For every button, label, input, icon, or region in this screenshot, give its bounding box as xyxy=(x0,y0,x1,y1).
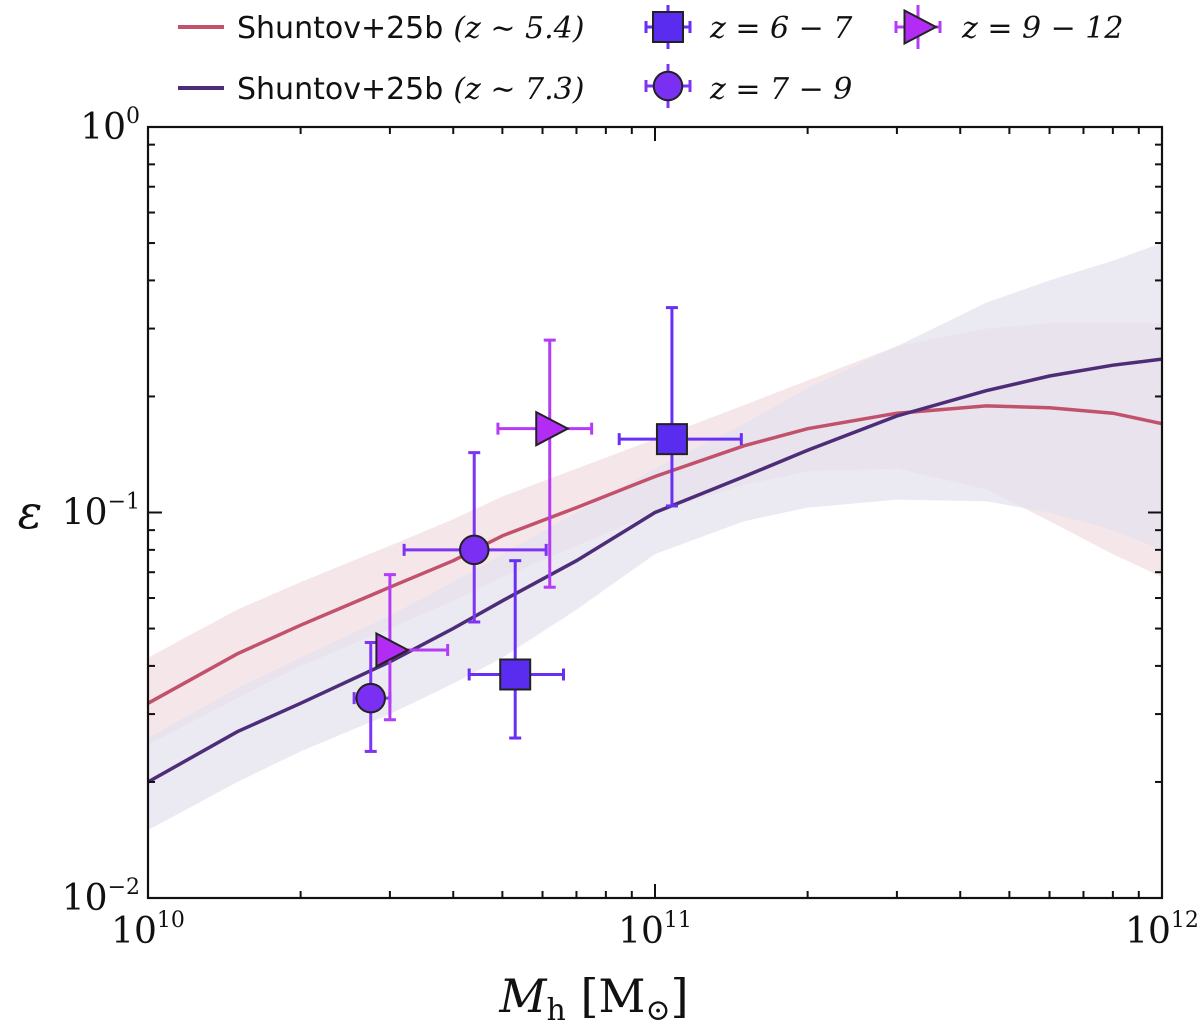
data-point-triangle-right-2 xyxy=(375,631,411,669)
legend: Shuntov+25b (z ∼ 5.4) Shuntov+25b (z ∼ 7.3… xyxy=(178,5,1123,108)
data-point-circle-2 xyxy=(355,682,386,714)
tick-labels: 1010 1011 1012 10−2 10−1 100 xyxy=(62,104,1199,952)
legend-label-z73: Shuntov+25b (z ∼ 7.3) xyxy=(237,72,584,107)
data-point-square-1 xyxy=(655,423,688,456)
model-lines xyxy=(148,357,1162,784)
legend-label-z79: z = 7 − 9 xyxy=(709,72,852,107)
errorbar-square-2 xyxy=(467,559,566,740)
data-point-square-2 xyxy=(499,658,532,691)
shaded-bands xyxy=(148,243,1162,831)
legend-symbol-circle xyxy=(652,70,684,102)
y-tick-label: 10−1 xyxy=(62,490,140,534)
legend-label-z54: Shuntov+25b (z ∼ 5.4) xyxy=(237,11,584,46)
legend-marker-circle xyxy=(644,64,692,108)
x-tick-label: 1012 xyxy=(1125,908,1199,952)
y-axis-label: ε xyxy=(18,485,43,539)
legend-label-z912: z = 9 − 12 xyxy=(961,11,1123,46)
legend-marker-square xyxy=(644,5,692,49)
y-tick-label: 100 xyxy=(80,104,140,148)
legend-symbol-square xyxy=(652,11,684,43)
model-line-2 xyxy=(148,357,1162,784)
data-point-circle-1 xyxy=(458,534,490,566)
x-tick-label: 1011 xyxy=(618,908,692,952)
data-points xyxy=(352,306,743,753)
x-axis-label: Mh [M⊙] xyxy=(498,969,688,1028)
model-line-1 xyxy=(148,404,1162,705)
confidence-band-2 xyxy=(148,243,1162,831)
x-tick-label: 1010 xyxy=(111,908,185,952)
plot-frame xyxy=(146,125,1164,900)
legend-label-z67: z = 6 − 7 xyxy=(709,11,853,46)
data-point-triangle-right-1 xyxy=(535,410,570,447)
y-tick-label: 10−2 xyxy=(62,875,140,919)
legend-marker-triangle-right xyxy=(894,5,942,49)
legend-symbol-triangle-right xyxy=(903,8,939,46)
